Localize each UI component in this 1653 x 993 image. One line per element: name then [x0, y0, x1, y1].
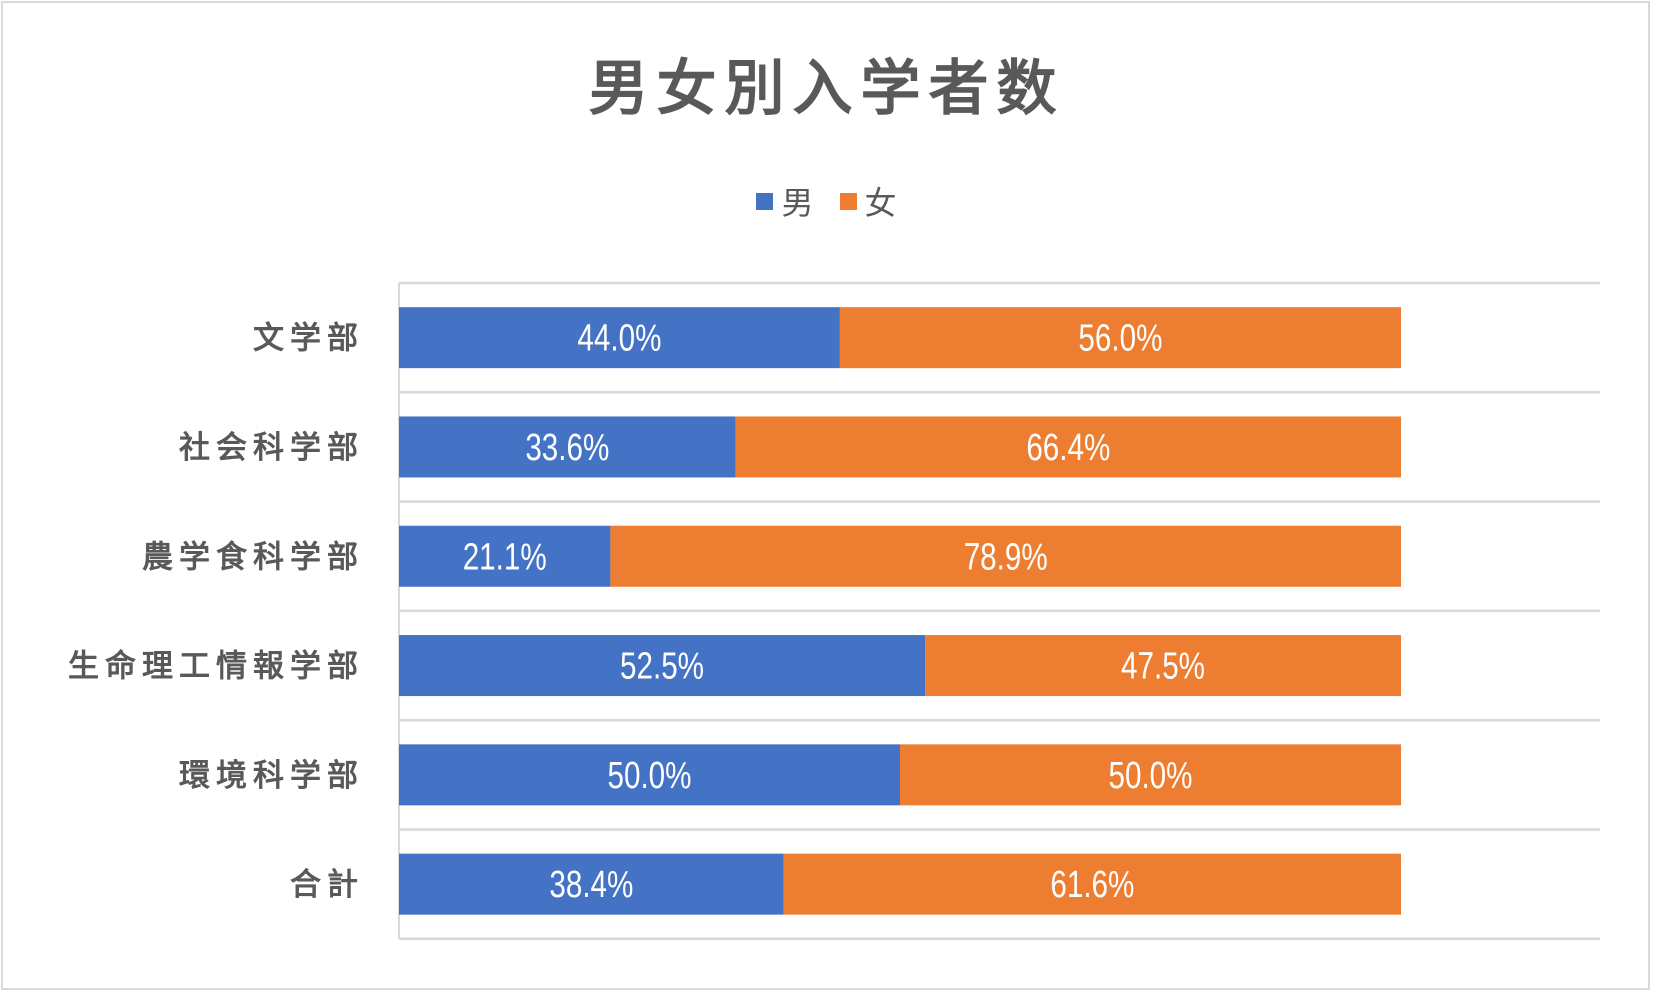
bar-female[interactable]	[900, 744, 1401, 806]
legend-label-female: 女	[864, 184, 897, 222]
bar-female[interactable]	[610, 525, 1401, 587]
data-label: 38.4%	[549, 864, 633, 906]
category-label: 生命理工情報学部	[68, 649, 364, 685]
data-label: 50.0%	[1108, 754, 1192, 796]
bar-female[interactable]	[839, 307, 1401, 369]
bar-male[interactable]	[399, 853, 784, 915]
category-label: 合計	[290, 867, 364, 903]
legend: 男 女	[0, 178, 1653, 224]
bar-male[interactable]	[399, 416, 736, 478]
data-label: 47.5%	[1121, 645, 1205, 687]
bar-female[interactable]	[735, 416, 1401, 478]
category-label: 社会科学部	[179, 430, 364, 466]
category-label: 農学食科学部	[142, 539, 364, 575]
data-label: 78.9%	[964, 536, 1048, 578]
data-label: 50.0%	[607, 754, 691, 796]
data-label: 52.5%	[620, 645, 704, 687]
legend-swatch-male	[756, 192, 774, 210]
category-label: 文学部	[253, 321, 364, 357]
legend-item-male[interactable]: 男	[756, 178, 814, 224]
data-label: 56.0%	[1078, 317, 1162, 359]
bar-male[interactable]	[399, 525, 611, 587]
bar-male[interactable]	[399, 744, 900, 806]
legend-label-male: 男	[781, 184, 814, 222]
chart-title: 男女別入学者数	[588, 54, 1065, 124]
legend-item-female[interactable]: 女	[839, 178, 897, 224]
legend-swatch-female	[839, 192, 857, 210]
bar-male[interactable]	[399, 635, 926, 697]
data-label: 21.1%	[463, 536, 547, 578]
bar-male[interactable]	[399, 307, 840, 369]
bar-female[interactable]	[783, 853, 1401, 915]
data-label: 66.4%	[1026, 426, 1110, 468]
category-label: 環境科学部	[179, 758, 364, 794]
data-label: 33.6%	[525, 426, 609, 468]
bar-female[interactable]	[925, 635, 1401, 697]
data-label: 61.6%	[1050, 864, 1134, 906]
data-label: 44.0%	[577, 317, 661, 359]
